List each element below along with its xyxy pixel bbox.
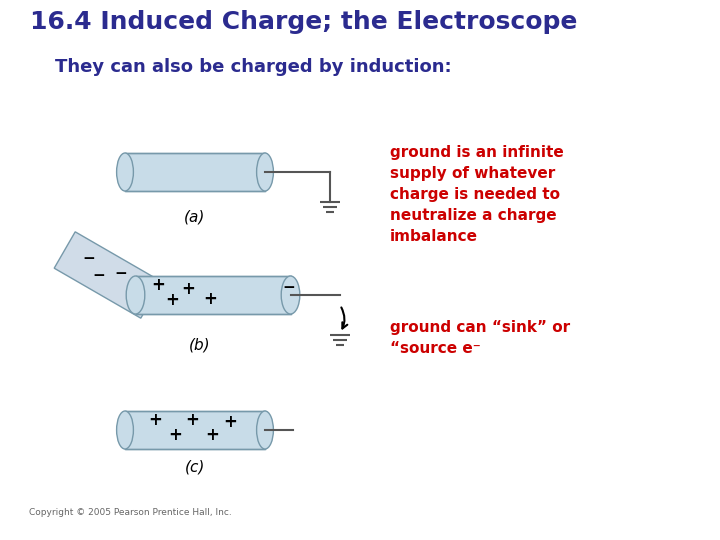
Text: +: +: [185, 411, 199, 429]
Text: −: −: [282, 280, 295, 294]
Text: (a): (a): [184, 210, 206, 225]
Ellipse shape: [256, 153, 274, 191]
Bar: [125, 411, 265, 449]
Text: +: +: [223, 413, 237, 431]
Ellipse shape: [126, 276, 145, 314]
Text: They can also be charged by induction:: They can also be charged by induction:: [55, 58, 451, 76]
Text: +: +: [151, 276, 165, 294]
Text: −: −: [92, 268, 105, 283]
Text: +: +: [205, 426, 219, 444]
Text: −: −: [83, 251, 95, 266]
Ellipse shape: [117, 411, 133, 449]
Text: +: +: [181, 280, 195, 298]
Bar: [135, 276, 290, 314]
Text: Copyright © 2005 Pearson Prentice Hall, Inc.: Copyright © 2005 Pearson Prentice Hall, …: [29, 508, 231, 517]
Text: (c): (c): [185, 460, 205, 475]
Ellipse shape: [256, 411, 274, 449]
Bar: [125, 153, 265, 191]
Ellipse shape: [282, 276, 300, 314]
Text: +: +: [148, 411, 162, 429]
Text: −: −: [114, 266, 127, 281]
Text: ground can “sink” or
“source e⁻: ground can “sink” or “source e⁻: [390, 320, 570, 356]
Text: +: +: [203, 290, 217, 308]
Ellipse shape: [117, 153, 133, 191]
Text: +: +: [165, 291, 179, 309]
Text: 16.4 Induced Charge; the Electroscope: 16.4 Induced Charge; the Electroscope: [30, 10, 577, 34]
Text: +: +: [168, 426, 182, 444]
Bar: [54, 232, 162, 318]
Text: (b): (b): [189, 338, 211, 353]
Text: ground is an infinite
supply of whatever
charge is needed to
neutralize a charge: ground is an infinite supply of whatever…: [390, 145, 564, 244]
